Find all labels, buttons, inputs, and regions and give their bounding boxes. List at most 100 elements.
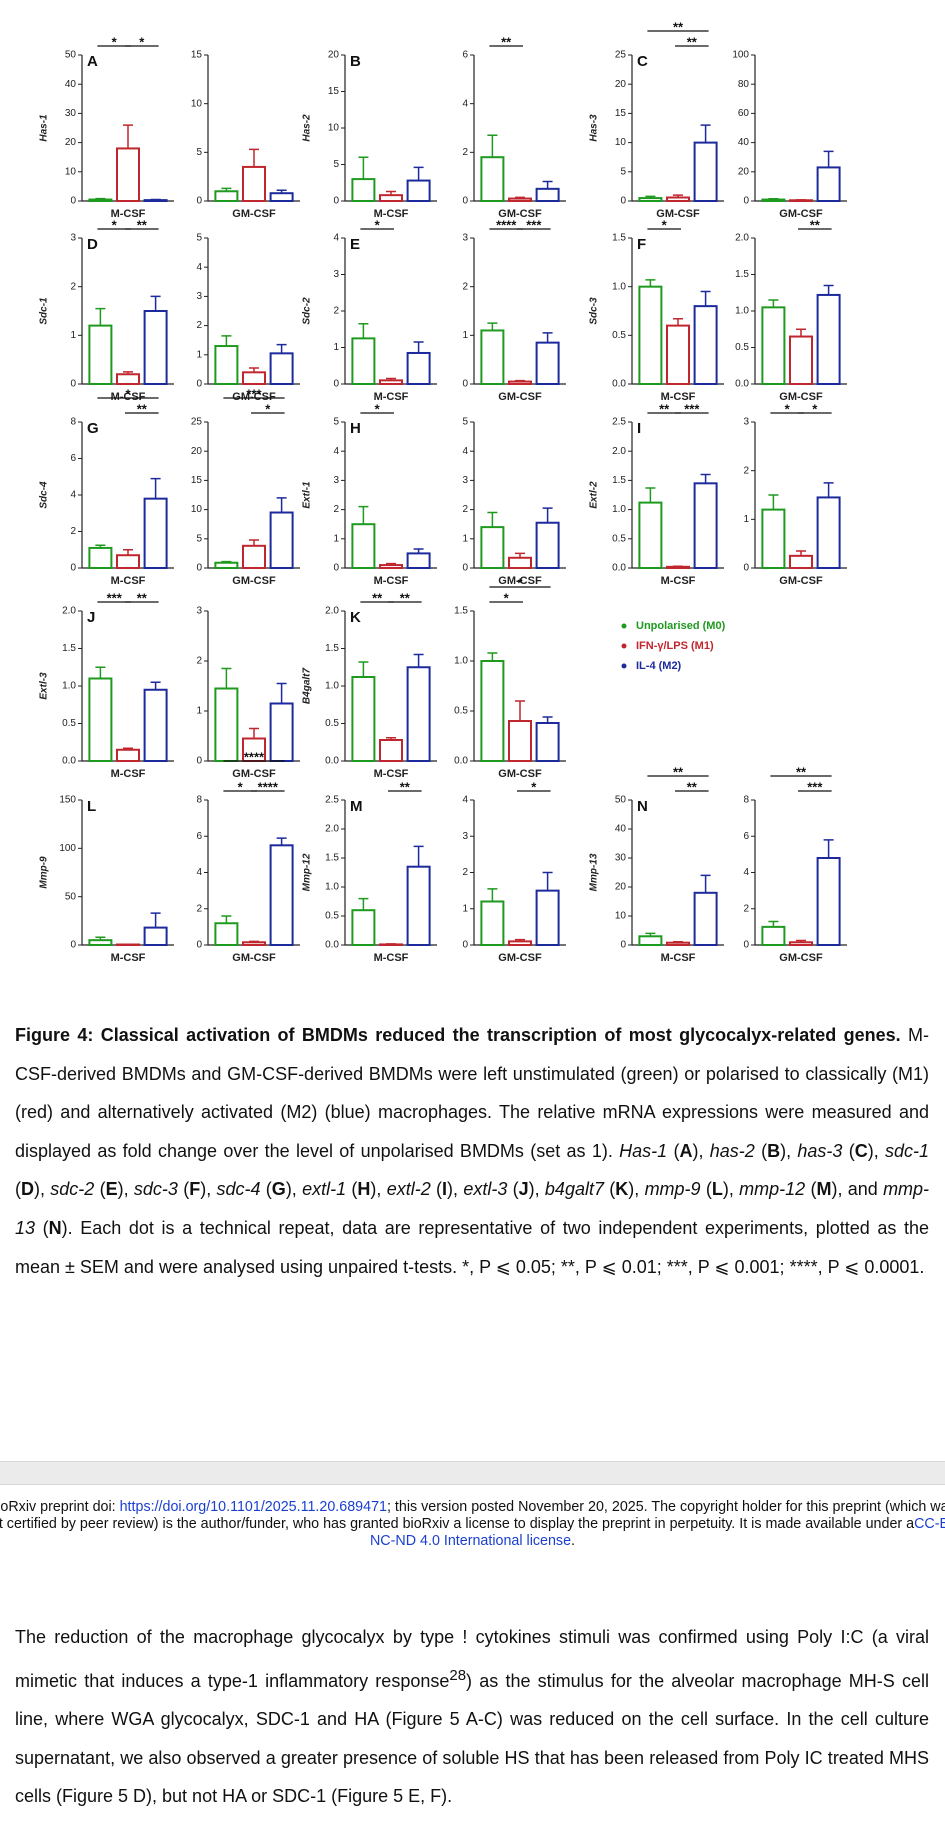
bar bbox=[638, 935, 663, 946]
x-axis-label: GM-CSF bbox=[498, 952, 542, 964]
significance-label: * bbox=[139, 34, 145, 49]
error-bar bbox=[768, 299, 779, 308]
bar bbox=[406, 552, 431, 570]
y-tick-label: 1.0 bbox=[325, 681, 339, 692]
bar bbox=[269, 844, 294, 946]
significance-label: *** bbox=[526, 217, 542, 232]
y-tick-label: 8 bbox=[70, 417, 76, 428]
y-tick-label: 8 bbox=[196, 795, 202, 806]
y-tick-label: 3 bbox=[462, 831, 468, 842]
error-bar bbox=[413, 341, 424, 353]
y-tick-label: 1.0 bbox=[325, 882, 339, 893]
significance-label: ** bbox=[137, 217, 148, 232]
bar bbox=[351, 676, 376, 762]
text-run: C bbox=[854, 1140, 868, 1161]
y-tick-label: 3 bbox=[333, 269, 339, 280]
significance-label: * bbox=[112, 217, 118, 232]
y-axis-label: Sdc-3 bbox=[589, 297, 600, 325]
x-axis-label: GM-CSF bbox=[779, 208, 823, 220]
error-bar bbox=[515, 196, 525, 199]
y-tick-label: 20 bbox=[615, 79, 627, 90]
y-tick-label: 0 bbox=[196, 756, 202, 767]
text-run: mmp-13 bbox=[15, 1179, 930, 1238]
y-tick-label: 3 bbox=[196, 606, 202, 617]
bar bbox=[116, 748, 140, 762]
panel-letter: L bbox=[87, 798, 96, 815]
y-tick-label: 60 bbox=[738, 108, 750, 119]
x-axis-label: M-CSF bbox=[661, 391, 696, 403]
y-tick-label: 2 bbox=[743, 465, 749, 476]
text-run[interactable]: https://doi.org/10.1101/2025.11.20.68947… bbox=[119, 1499, 387, 1515]
y-tick-label: 0.0 bbox=[325, 756, 339, 767]
bar bbox=[816, 857, 841, 946]
bar bbox=[480, 329, 505, 386]
error-bar bbox=[673, 318, 683, 326]
text-run: H bbox=[357, 1179, 371, 1200]
bar bbox=[351, 178, 376, 203]
error-bar bbox=[542, 180, 553, 189]
bar bbox=[508, 940, 532, 946]
bar bbox=[116, 373, 140, 385]
panel-letter: G bbox=[87, 420, 99, 437]
text-run: extl-2 bbox=[386, 1179, 431, 1200]
y-tick-label: 0.5 bbox=[325, 718, 339, 729]
y-axis-label: Mmp-12 bbox=[302, 853, 313, 891]
significance-label: ** bbox=[673, 19, 684, 34]
error-bar bbox=[358, 897, 369, 911]
bar bbox=[406, 179, 431, 202]
error-bar bbox=[95, 544, 106, 548]
panel-letter: I bbox=[637, 420, 641, 437]
y-tick-label: 4 bbox=[333, 446, 339, 457]
bar bbox=[638, 501, 663, 570]
error-bar bbox=[823, 150, 834, 168]
error-bar bbox=[249, 727, 259, 739]
bar bbox=[480, 660, 505, 762]
y-tick-label: 50 bbox=[65, 891, 77, 902]
panel-letter: A bbox=[87, 53, 98, 70]
y-tick-label: 4 bbox=[462, 795, 468, 806]
x-axis-label: GM-CSF bbox=[232, 575, 276, 587]
text-run: ( bbox=[94, 1179, 106, 1200]
text-run: mmp-9 bbox=[644, 1179, 701, 1200]
error-bar bbox=[515, 379, 525, 382]
y-tick-label: 2 bbox=[743, 903, 749, 914]
panel-letter: K bbox=[350, 609, 361, 626]
y-tick-label: 0 bbox=[743, 563, 749, 574]
y-tick-label: 0.5 bbox=[454, 706, 468, 717]
y-tick-label: 1 bbox=[196, 706, 202, 717]
bar bbox=[242, 371, 266, 386]
y-tick-label: 0 bbox=[196, 379, 202, 390]
error-bar bbox=[796, 328, 806, 337]
text-run: K bbox=[615, 1179, 629, 1200]
y-tick-label: 2.0 bbox=[325, 824, 339, 835]
y-tick-label: 10 bbox=[191, 504, 203, 515]
bar bbox=[761, 306, 786, 386]
y-tick-label: 1.0 bbox=[454, 656, 468, 667]
y-tick-label: 4 bbox=[196, 867, 202, 878]
bar bbox=[214, 922, 239, 946]
y-axis-label: Extl-2 bbox=[589, 481, 600, 509]
error-bar bbox=[673, 941, 683, 943]
y-tick-label: 4 bbox=[70, 490, 76, 501]
x-axis-label: M-CSF bbox=[111, 575, 146, 587]
error-bar bbox=[645, 932, 656, 937]
text-run: M-CSF-derived BMDMs and GM-CSF-derived B… bbox=[15, 1025, 929, 1161]
bar bbox=[242, 941, 266, 946]
text-run[interactable]: CC-BY-NC-ND 4.0 International license bbox=[369, 1516, 945, 1549]
legend-marker bbox=[621, 643, 627, 649]
text-run: ) as the stimulus for the alveolar macro… bbox=[15, 1670, 929, 1807]
y-tick-label: 0 bbox=[196, 196, 202, 207]
y-tick-label: 0.5 bbox=[325, 911, 339, 922]
error-bar bbox=[221, 667, 232, 689]
error-bar bbox=[645, 195, 656, 199]
text-run: . bbox=[571, 1533, 576, 1549]
y-tick-label: 0 bbox=[196, 563, 202, 574]
bar bbox=[269, 192, 294, 202]
y-tick-label: 3 bbox=[743, 417, 749, 428]
x-axis-label: M-CSF bbox=[374, 768, 409, 780]
error-bar bbox=[95, 936, 106, 941]
y-tick-label: 2.0 bbox=[62, 606, 76, 617]
text-run: Has-1 bbox=[619, 1140, 668, 1161]
text-run: Figure 4: Classical activation of BMDMs … bbox=[15, 1025, 901, 1045]
panel-letter: B bbox=[350, 53, 361, 70]
